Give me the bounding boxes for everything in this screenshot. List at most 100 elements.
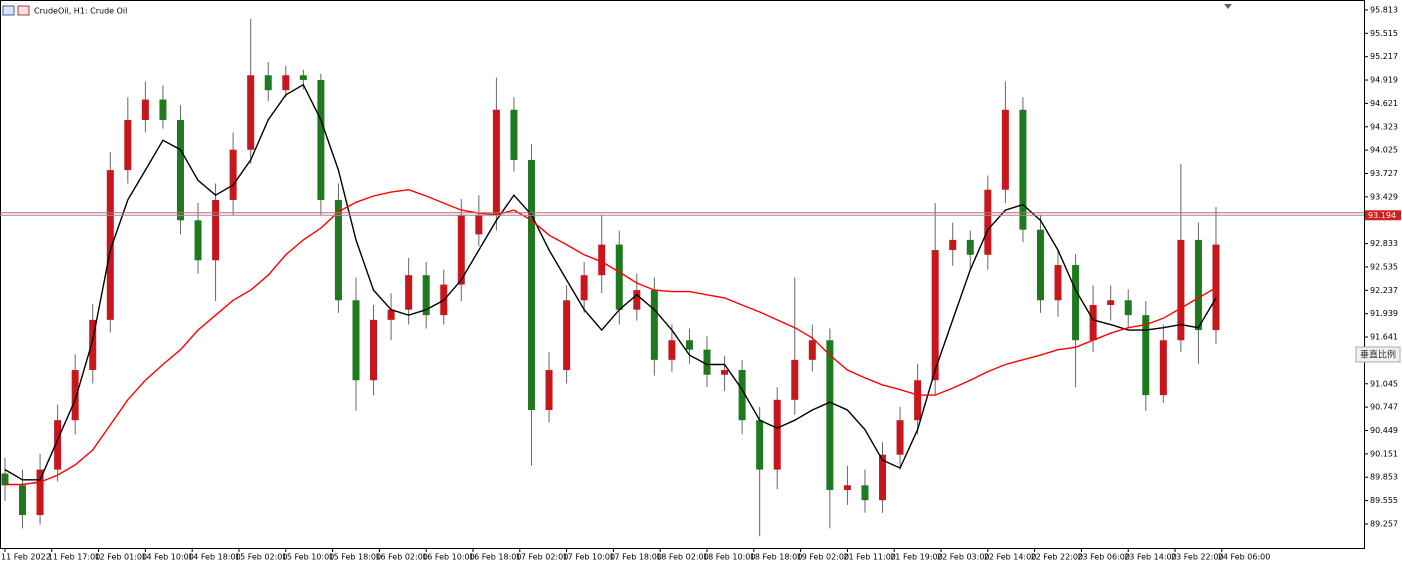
x-tick-label: 16 Feb 02:00	[375, 553, 427, 562]
candle-body	[861, 485, 869, 501]
candle-body	[352, 300, 360, 381]
x-tick-label: 15 Feb 18:00	[329, 553, 381, 562]
candle-body	[826, 340, 834, 490]
candle-body	[1212, 244, 1220, 331]
x-tick-label: 17 Feb 02:00	[516, 553, 568, 562]
y-tick-label: 92.237	[1370, 286, 1398, 295]
plot-frame	[0, 0, 1365, 549]
candle-body	[1124, 300, 1132, 316]
candle-body	[1194, 239, 1202, 331]
candle-body	[633, 290, 641, 310]
candle-body	[1036, 229, 1044, 301]
x-tick-label: 18 Feb 10:00	[703, 553, 755, 562]
x-tick-label: 22 Feb 03:00	[937, 553, 989, 562]
candle-body	[615, 244, 623, 310]
y-tick-label: 89.555	[1370, 496, 1398, 505]
x-tick-label: 11 Feb 2022	[1, 553, 51, 562]
x-tick-label: 21 Feb 19:00	[890, 553, 942, 562]
candle-body	[1089, 304, 1097, 341]
candle-body	[159, 99, 167, 120]
candle-body	[370, 319, 378, 381]
candle-body	[36, 469, 44, 516]
candle-body	[89, 319, 97, 371]
x-tick-label: 15 Feb 10:00	[282, 553, 334, 562]
icon	[17, 5, 30, 16]
x-tick-label: 11 Feb 17:00	[48, 553, 100, 562]
candle-body	[1019, 109, 1027, 230]
candle-body	[914, 380, 922, 421]
button-label[interactable]: 垂直比例	[1360, 349, 1396, 361]
candle-body	[738, 370, 746, 421]
y-tick-label: 95.515	[1370, 29, 1398, 38]
candle-body	[212, 199, 220, 261]
candle-body	[545, 370, 553, 411]
candle-body	[299, 75, 307, 80]
candle-body	[721, 370, 729, 375]
y-tick-label: 94.025	[1370, 146, 1398, 155]
toolbar-icons	[2, 5, 30, 16]
x-tick-label: 17 Feb 18:00	[609, 553, 661, 562]
candle-body	[510, 109, 518, 160]
candle-body	[1159, 340, 1167, 396]
candle-body	[1107, 300, 1115, 305]
candle-body	[650, 290, 658, 360]
shift-marker	[1224, 4, 1232, 9]
ma-line	[5, 188, 1217, 486]
candle-body	[457, 214, 465, 285]
candle-body	[1001, 109, 1009, 190]
x-tick-label: 12 Feb 01:00	[95, 553, 147, 562]
x-tick-label: 14 Feb 10:00	[141, 553, 193, 562]
y-tick-label: 91.045	[1370, 379, 1398, 388]
candle-body	[931, 250, 939, 381]
scale-button[interactable]: 垂直比例	[1355, 346, 1401, 363]
y-tick-label: 95.217	[1370, 52, 1398, 61]
ma-line	[4, 83, 1217, 481]
candle-body	[492, 109, 500, 215]
plot	[1, 18, 1220, 537]
candle-body	[1072, 264, 1080, 341]
candle-body	[1142, 315, 1150, 396]
candle-body	[141, 99, 149, 120]
candle-body	[685, 340, 693, 350]
y-tick-label: 94.919	[1370, 76, 1398, 85]
icon	[2, 5, 15, 16]
x-tick-label: 23 Feb 06:00	[1077, 553, 1129, 562]
last-price-label: 93.194	[1368, 211, 1396, 220]
x-tick-label: 22 Feb 22:00	[1031, 553, 1083, 562]
candle-body	[229, 149, 237, 200]
y-tick-label: 90.449	[1370, 426, 1398, 435]
price-label-box	[1365, 210, 1401, 221]
candle-body	[1177, 239, 1185, 341]
x-tick-label: 19 Feb 02:00	[797, 553, 849, 562]
y-tick-label: 94.621	[1370, 99, 1398, 108]
candle-body	[282, 75, 290, 91]
candle-body	[317, 79, 325, 200]
candle-body	[54, 420, 62, 470]
x-tick-label: 16 Feb 18:00	[469, 553, 521, 562]
chart-title: CrudeOil, H1: Crude Oil	[34, 7, 127, 16]
y-tick-label: 91.939	[1370, 309, 1398, 318]
candle-body	[843, 485, 851, 490]
candle-body	[879, 454, 887, 501]
x-tick-label: 15 Feb 02:00	[235, 553, 287, 562]
candle-body	[598, 244, 606, 276]
candle-body	[773, 399, 781, 470]
candle-body	[422, 275, 430, 316]
y-tick-label: 95.813	[1370, 5, 1398, 14]
y-tick-label: 89.257	[1370, 519, 1398, 528]
y-tick-label: 90.747	[1370, 403, 1398, 412]
y-tick-label: 92.535	[1370, 262, 1398, 271]
candle-body	[124, 119, 132, 171]
candle-body	[984, 189, 992, 255]
candle-body	[19, 485, 27, 516]
candle-body	[896, 420, 904, 455]
button-box[interactable]	[1355, 346, 1401, 363]
candle-body	[387, 309, 395, 320]
candle-body	[334, 199, 342, 301]
candle-body	[949, 239, 957, 251]
x-tick-label: 16 Feb 10:00	[422, 553, 474, 562]
candle-body	[791, 359, 799, 400]
y-tick-label: 93.429	[1370, 192, 1398, 201]
candle-body	[71, 370, 79, 421]
